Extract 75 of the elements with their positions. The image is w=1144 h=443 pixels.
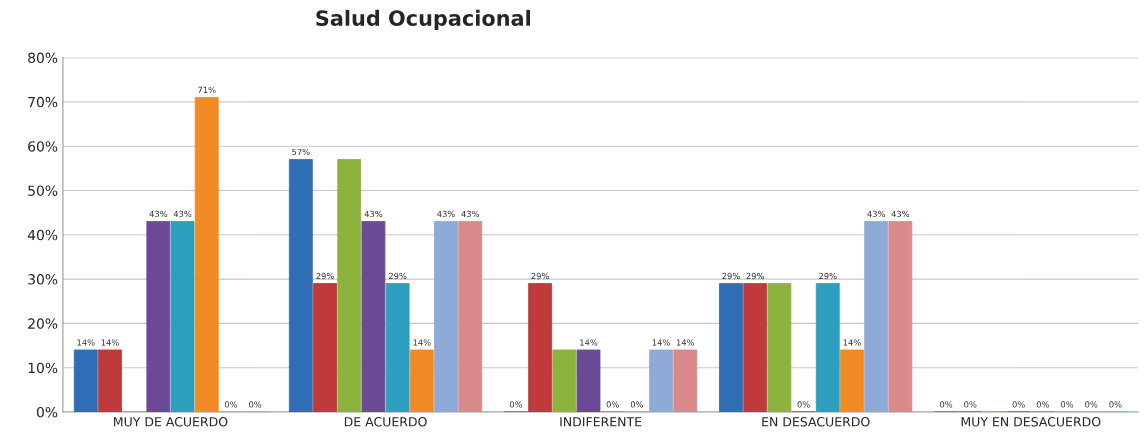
- bar: [767, 283, 792, 412]
- data-label: 43%: [867, 210, 885, 218]
- y-tick-label: 80%: [28, 52, 58, 64]
- y-tick-label: 70%: [28, 96, 58, 108]
- data-label: 0%: [940, 401, 953, 408]
- bar: [434, 221, 458, 412]
- data-label: 0%: [606, 401, 619, 408]
- bar: [815, 283, 840, 412]
- bar: [840, 349, 864, 412]
- bar: [552, 349, 577, 412]
- bar: [719, 283, 743, 412]
- data-label: 43%: [173, 210, 192, 218]
- bar: [98, 349, 122, 412]
- data-label: 0%: [1060, 401, 1074, 408]
- y-tick-label: 10%: [28, 362, 58, 374]
- data-label: 43%: [461, 210, 480, 218]
- chart-title: Salud Ocupacional: [316, 9, 530, 31]
- data-label: 0%: [1109, 401, 1122, 408]
- data-label: 14%: [413, 339, 431, 346]
- x-tick-label: MUY DE ACUERDO: [114, 417, 228, 427]
- bar: [888, 221, 913, 412]
- data-label: 57%: [292, 148, 310, 156]
- y-tick-label: 60%: [28, 141, 58, 152]
- data-label: 29%: [746, 272, 764, 280]
- y-tick-label: 20%: [28, 318, 58, 329]
- data-label: 0%: [630, 401, 644, 408]
- data-label: 0%: [1036, 401, 1049, 408]
- data-label: 0%: [224, 401, 238, 408]
- bar: [361, 221, 386, 412]
- bar: [576, 349, 601, 412]
- y-tick-label: 30%: [28, 274, 58, 285]
- data-label: 29%: [531, 272, 549, 280]
- data-label: 43%: [364, 210, 383, 218]
- x-tick-label: DE ACUERDO: [344, 417, 427, 427]
- bar: [458, 221, 483, 412]
- data-label: 14%: [101, 339, 119, 346]
- data-label: 0%: [1012, 401, 1025, 408]
- bar: [194, 97, 219, 412]
- data-label: 43%: [149, 210, 168, 218]
- y-tick-label: 50%: [28, 185, 58, 196]
- bar: [170, 221, 195, 412]
- x-tick-label: MUY EN DESACUERDO: [961, 417, 1101, 427]
- data-label: 0%: [1085, 401, 1098, 408]
- data-label: 29%: [316, 272, 334, 280]
- bar: [337, 159, 362, 412]
- data-label: 43%: [891, 210, 910, 218]
- data-label: 14%: [676, 339, 695, 346]
- data-label: 14%: [652, 339, 670, 346]
- bar: [73, 349, 98, 412]
- data-label: 0%: [509, 401, 523, 408]
- bar: [528, 283, 553, 412]
- y-tick-label: 0%: [36, 406, 58, 418]
- data-label: 14%: [843, 339, 861, 346]
- data-label: 0%: [797, 401, 810, 408]
- data-label: 29%: [722, 272, 740, 280]
- bar: [673, 349, 698, 412]
- bar: [864, 221, 889, 412]
- data-label: 29%: [388, 272, 407, 280]
- bar: [385, 283, 410, 412]
- data-label: 43%: [437, 210, 455, 218]
- y-tick-label: 40%: [27, 229, 58, 241]
- bar: [146, 221, 171, 412]
- data-label: 29%: [819, 272, 837, 280]
- bar: [313, 283, 337, 412]
- data-label: 0%: [249, 401, 262, 408]
- bar: [649, 349, 673, 412]
- bar: [743, 283, 768, 412]
- data-label: 14%: [77, 339, 95, 346]
- bar: [288, 159, 313, 412]
- x-tick-label: INDIFERENTE: [560, 417, 642, 427]
- data-label: 0%: [964, 401, 977, 408]
- bar: [409, 349, 434, 412]
- data-label: 71%: [198, 86, 216, 94]
- data-label: 14%: [580, 339, 598, 346]
- x-tick-label: EN DESACUERDO: [762, 417, 870, 427]
